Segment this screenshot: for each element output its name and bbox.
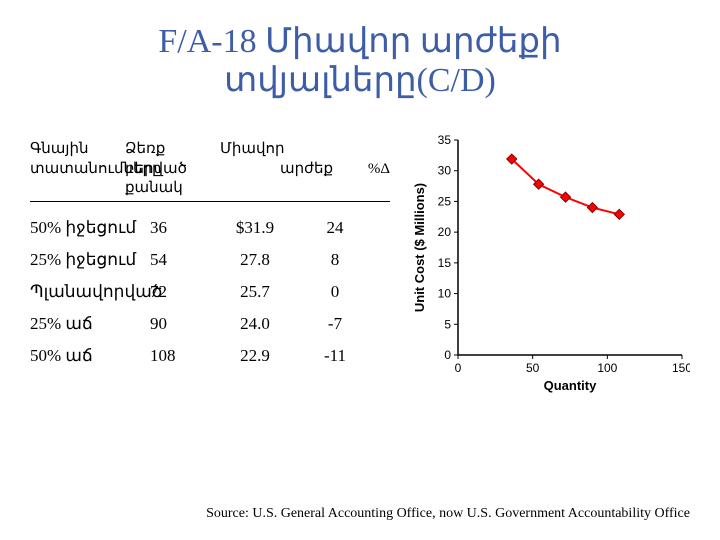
hdr-col3-line1: Միավոր bbox=[220, 141, 285, 157]
hdr-col2-line2: քանակ bbox=[125, 180, 183, 196]
cell-c2: 72 bbox=[150, 282, 210, 302]
svg-text:30: 30 bbox=[438, 164, 452, 178]
title-line1: F/A-18 Միավոր արժեքի bbox=[158, 23, 561, 60]
cell-c1: 25% աճ bbox=[30, 314, 150, 334]
cell-c1: Պլանավորված bbox=[30, 282, 150, 302]
cell-c1: 50% իջեցում bbox=[30, 218, 150, 238]
hdr-col4: %Δ bbox=[368, 161, 390, 177]
source-citation: Source: U.S. General Accounting Office, … bbox=[0, 506, 690, 522]
cell-c3: 27.8 bbox=[210, 250, 300, 270]
cell-c4: 24 bbox=[300, 218, 370, 238]
cell-c2: 36 bbox=[150, 218, 210, 238]
cell-c2: 108 bbox=[150, 346, 210, 366]
content-area: Գնային տատանումները Ձեռք բերված քանակ Մի… bbox=[30, 130, 690, 395]
table-row: 50% աճ10822.9-11 bbox=[30, 340, 410, 372]
hdr-col2-line1: Ձեռք բերված bbox=[125, 141, 187, 177]
data-table: Գնային տատանումները Ձեռք բերված քանակ Մի… bbox=[30, 130, 410, 395]
hdr-col1-line1: Գնային bbox=[30, 141, 89, 157]
slide-title: F/A-18 Միավոր արժեքի տվյալները(C/D) bbox=[0, 0, 720, 100]
svg-text:25: 25 bbox=[438, 194, 452, 208]
svg-text:10: 10 bbox=[438, 287, 452, 301]
title-line2: տվյալները(C/D) bbox=[224, 62, 496, 99]
cell-c3: 25.7 bbox=[210, 282, 300, 302]
svg-text:Unit Cost ($ Millions): Unit Cost ($ Millions) bbox=[412, 183, 427, 312]
unit-cost-chart: 0 5 10 15 20 25 30 35 0 50 100 150 Quantity Unit Cost… bbox=[410, 130, 690, 395]
svg-text:35: 35 bbox=[438, 133, 452, 147]
cell-c2: 90 bbox=[150, 314, 210, 334]
svg-text:20: 20 bbox=[438, 225, 452, 239]
table-row: 25% աճ9024.0-7 bbox=[30, 308, 410, 340]
table-header: Գնային տատանումները Ձեռք բերված քանակ Մի… bbox=[30, 140, 410, 199]
cell-c3: 24.0 bbox=[210, 314, 300, 334]
cell-c1: 50% աճ bbox=[30, 346, 150, 366]
slide: F/A-18 Միավոր արժեքի տվյալները(C/D) Գնայ… bbox=[0, 0, 720, 540]
cell-c3: 22.9 bbox=[210, 346, 300, 366]
table-row: Պլանավորված7225.70 bbox=[30, 276, 410, 308]
svg-text:150: 150 bbox=[672, 361, 690, 375]
table-row: 25% իջեցում5427.88 bbox=[30, 244, 410, 276]
cell-c1: 25% իջեցում bbox=[30, 250, 150, 270]
svg-text:Quantity: Quantity bbox=[544, 378, 597, 393]
cell-c4: -11 bbox=[300, 346, 370, 366]
table-rule bbox=[30, 201, 390, 202]
cell-c2: 54 bbox=[150, 250, 210, 270]
svg-text:100: 100 bbox=[597, 361, 617, 375]
table-row: 50% իջեցում36$31.924 bbox=[30, 212, 410, 244]
svg-text:0: 0 bbox=[455, 361, 462, 375]
cell-c4: 8 bbox=[300, 250, 370, 270]
svg-text:5: 5 bbox=[444, 317, 451, 331]
svg-text:0: 0 bbox=[444, 348, 451, 362]
cell-c4: 0 bbox=[300, 282, 370, 302]
svg-text:15: 15 bbox=[438, 256, 452, 270]
cell-c4: -7 bbox=[300, 314, 370, 334]
svg-text:50: 50 bbox=[526, 361, 540, 375]
cell-c3: $31.9 bbox=[210, 218, 300, 238]
